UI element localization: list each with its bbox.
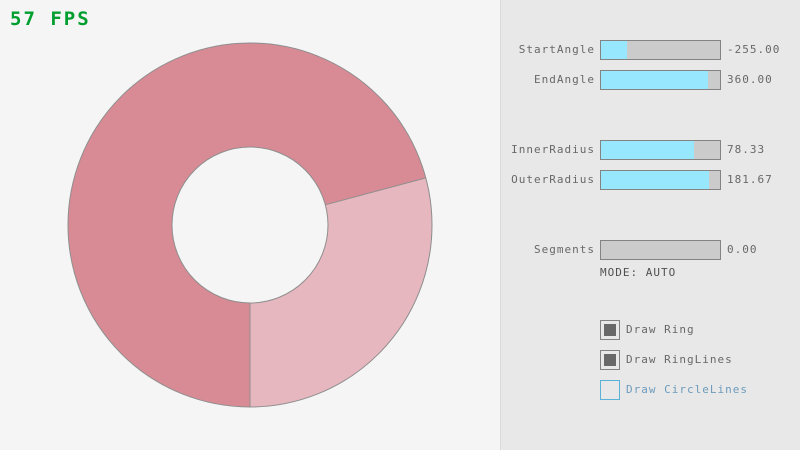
ring-light-sector — [250, 177, 433, 407]
checkbox-box[interactable] — [600, 380, 620, 400]
start-angle-value: -255.00 — [727, 43, 781, 56]
end-angle-label: EndAngle — [534, 73, 595, 86]
segments-value: 0.00 — [727, 243, 758, 256]
start-angle-slider-fill — [601, 41, 627, 59]
ring-outline — [67, 42, 433, 408]
checkbox-box[interactable] — [600, 350, 620, 370]
checkbox-check-icon — [604, 324, 616, 336]
end-angle-row: EndAngle 360.00 — [0, 70, 800, 90]
end-angle-slider[interactable] — [600, 70, 721, 90]
segments-slider[interactable] — [600, 240, 721, 260]
inner-radius-value: 78.33 — [727, 143, 766, 156]
start-angle-row: StartAngle -255.00 — [0, 40, 800, 60]
outer-radius-row: OuterRadius 181.67 — [0, 170, 800, 190]
outer-radius-slider-fill — [601, 171, 710, 189]
start-angle-label: StartAngle — [518, 43, 595, 56]
checkbox-check-icon — [604, 354, 616, 366]
end-angle-value: 360.00 — [727, 73, 773, 86]
checkbox-box[interactable] — [600, 320, 620, 340]
outer-radius-label: OuterRadius — [511, 173, 595, 186]
ring-dark-sector — [68, 43, 426, 408]
outer-radius-value: 181.67 — [727, 173, 773, 186]
mode-label: MODE: AUTO — [600, 266, 677, 279]
outer-radius-slider[interactable] — [600, 170, 721, 190]
start-angle-slider[interactable] — [600, 40, 721, 60]
inner-radius-slider[interactable] — [600, 140, 721, 160]
inner-radius-row: InnerRadius 78.33 — [0, 140, 800, 160]
draw-ringlines-checkbox-label: Draw RingLines — [626, 353, 733, 366]
segments-row: Segments 0.00 — [0, 240, 800, 260]
ring-canvas — [67, 42, 433, 408]
draw-ring-checkbox-label: Draw Ring — [626, 323, 695, 336]
fps-counter: 57 FPS — [10, 8, 91, 30]
draw-circlelines-checkbox-label: Draw CircleLines — [626, 383, 748, 396]
inner-radius-slider-fill — [601, 141, 695, 159]
end-angle-slider-fill — [601, 71, 709, 89]
segments-label: Segments — [534, 243, 595, 256]
inner-radius-label: InnerRadius — [511, 143, 595, 156]
